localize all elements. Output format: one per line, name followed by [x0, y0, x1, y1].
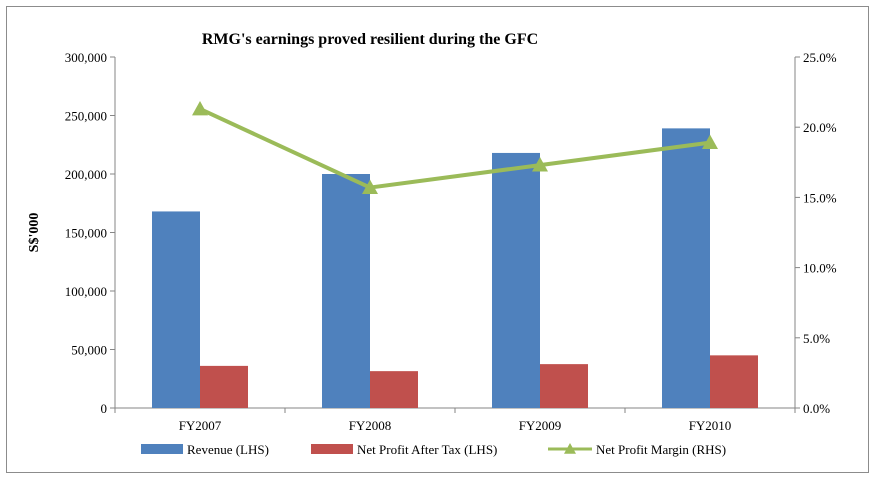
legend-swatch-revenue	[141, 444, 183, 454]
x-tick-label: FY2010	[689, 418, 732, 433]
y-axis-title: S$'000	[27, 213, 42, 253]
left-tick-label: 250,000	[65, 109, 107, 124]
right-tick-label: 0.0%	[803, 401, 830, 416]
left-tick-label: 100,000	[65, 284, 107, 299]
line-group	[192, 100, 718, 194]
bar-revenue-fy2009	[492, 152, 540, 408]
x-tick-label: FY2009	[519, 418, 562, 433]
right-tick-label: 10.0%	[803, 261, 837, 276]
left-tick-label: 150,000	[65, 226, 107, 241]
left-tick-label: 50,000	[71, 343, 107, 358]
bars-group	[152, 128, 758, 408]
net-profit-margin-line	[199, 107, 711, 190]
bar-net-profit-fy2007	[200, 365, 248, 408]
legend: Revenue (LHS) Net Profit After Tax (LHS) N…	[141, 442, 726, 457]
margin-point-fy2007	[192, 100, 208, 116]
chart-title: RMG's earnings proved resilient during t…	[202, 31, 538, 48]
margin-point-fy2010	[702, 134, 718, 150]
right-tick-label: 25.0%	[803, 50, 837, 65]
right-tick-label: 20.0%	[803, 120, 837, 135]
left-tick-label: 0	[101, 401, 108, 416]
axes-group: 0 50,000 100,000 150,000 200,000 250,000 300,0…	[27, 50, 837, 433]
x-tick-label: FY2008	[349, 418, 392, 433]
left-tick-label: 200,000	[65, 167, 107, 182]
bar-revenue-fy2008	[322, 174, 370, 408]
bar-net-profit-fy2008	[370, 371, 418, 408]
legend-label-revenue: Revenue (LHS)	[187, 442, 269, 457]
x-tick-label: FY2007	[179, 418, 222, 433]
left-tick-label: 300,000	[65, 50, 107, 65]
bar-net-profit-fy2009	[540, 364, 588, 408]
legend-label-net-profit-margin: Net Profit Margin (RHS)	[596, 442, 726, 457]
right-tick-label: 15.0%	[803, 190, 837, 205]
bar-net-profit-fy2010	[710, 355, 758, 408]
legend-marker-net-profit-margin	[564, 443, 576, 454]
legend-swatch-net-profit	[311, 444, 353, 454]
bar-revenue-fy2010	[662, 128, 710, 408]
legend-label-net-profit: Net Profit After Tax (LHS)	[357, 442, 497, 457]
margin-point-fy2008	[362, 179, 378, 194]
bar-revenue-fy2007	[152, 211, 200, 408]
margin-point-fy2009	[532, 157, 548, 172]
right-tick-label: 5.0%	[803, 331, 830, 346]
